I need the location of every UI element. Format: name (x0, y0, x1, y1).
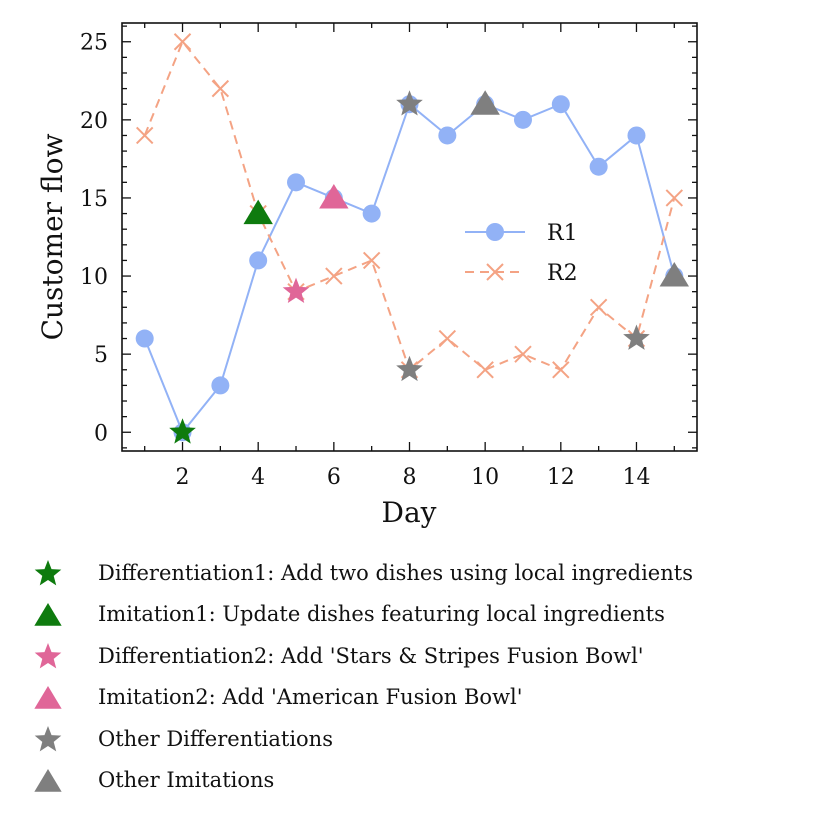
data-point-r2 (173, 33, 192, 51)
y-tick-label: 15 (80, 187, 108, 212)
triangle-icon (28, 765, 68, 795)
plot-frame (121, 22, 698, 452)
annotation-star (396, 90, 423, 116)
y-tick-label: 10 (80, 265, 108, 290)
x-tick-label: 2 (176, 465, 190, 490)
annotation-legend-label: Differentiation1: Add two dishes using l… (98, 560, 693, 585)
data-point-r1 (135, 329, 154, 348)
annotation-star (169, 418, 196, 444)
annotation-star (623, 324, 650, 350)
data-point-r2 (552, 361, 570, 379)
x-tick-label: 10 (471, 465, 499, 490)
triangle-icon (28, 682, 68, 712)
annotation-legend-item: Imitation2: Add 'American Fusion Bowl' (28, 677, 818, 719)
data-point-r1 (362, 204, 381, 223)
axis-ticks: 2 4 6 8 10 12 14 0 5 10 15 20 25 (80, 23, 697, 490)
data-point-r2 (135, 126, 154, 145)
x-tick-label: 12 (547, 465, 575, 490)
annotation-legend: Differentiation1: Add two dishes using l… (28, 552, 818, 801)
annotation-star (282, 277, 310, 303)
annotation-legend-label: Differentiation2: Add 'Stars & Stripes F… (98, 643, 644, 668)
star-icon (28, 724, 68, 754)
y-tick-label: 5 (94, 343, 108, 368)
data-point-r2 (476, 361, 494, 379)
legend-entry-r2: R2 (465, 261, 578, 286)
annotation-legend-label: Imitation2: Add 'American Fusion Bowl' (98, 685, 523, 710)
x-tick-label: 8 (403, 465, 417, 490)
x-tick-label: 14 (622, 465, 650, 490)
star-icon (28, 641, 68, 671)
data-point-r2 (589, 298, 608, 316)
annotation-legend-label: Imitation1: Update dishes featuring loca… (98, 602, 665, 627)
data-point-r2 (665, 189, 684, 207)
y-tick-label: 0 (94, 421, 108, 446)
data-point-r1 (211, 376, 230, 395)
legend-entry-r1: R1 (465, 221, 578, 246)
x-axis-title: Day (382, 496, 437, 529)
data-point-r1 (627, 126, 646, 145)
legend-label: R2 (547, 261, 578, 286)
triangle-icon (28, 599, 68, 629)
annotation-triangle (470, 90, 500, 115)
data-point-r1 (551, 95, 570, 114)
annotation-legend-item: Other Differentiations (28, 718, 818, 760)
annotation-triangle (243, 199, 273, 225)
annotation-legend-label: Other Differentiations (98, 726, 333, 751)
data-point-r2 (362, 251, 381, 270)
data-point-r1 (513, 110, 532, 129)
annotation-triangle (659, 262, 690, 287)
y-tick-label: 25 (80, 31, 108, 56)
data-point-r2 (325, 267, 343, 285)
annotation-legend-item: Other Imitations (28, 760, 818, 802)
annotation-markers (169, 90, 690, 444)
annotation-star (396, 355, 423, 382)
data-point-r1 (249, 251, 268, 270)
annotation-legend-item: Imitation1: Update dishes featuring loca… (28, 594, 818, 636)
data-point-r2 (211, 79, 230, 98)
annotation-triangle (319, 183, 349, 209)
x-tick-label: 6 (327, 465, 341, 490)
legend-label: R1 (547, 221, 578, 246)
data-point-r2 (438, 329, 457, 348)
annotation-legend-item: Differentiation1: Add two dishes using l… (28, 552, 818, 594)
x-tick-label: 4 (251, 465, 265, 490)
data-point-r1 (287, 173, 306, 192)
y-tick-label: 20 (80, 109, 108, 134)
star-icon (28, 558, 68, 588)
data-point-r2 (514, 345, 532, 363)
y-axis-title: Customer flow (36, 134, 69, 341)
data-point-r1 (438, 126, 457, 145)
annotation-legend-label: Other Imitations (98, 768, 275, 793)
chart: 2 4 6 8 10 12 14 0 5 10 15 20 25 R1 R2 Day Customer f… (36, 22, 698, 529)
data-point-r1 (589, 157, 608, 176)
legend: R1 R2 (465, 221, 578, 286)
annotation-legend-item: Differentiation2: Add 'Stars & Stripes F… (28, 635, 818, 677)
